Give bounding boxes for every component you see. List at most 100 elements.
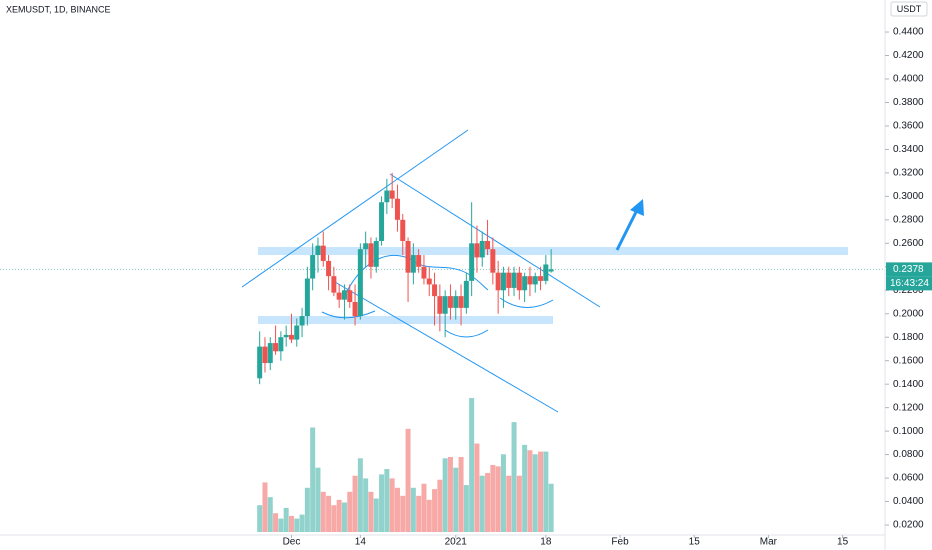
- drawings: [241, 129, 848, 413]
- candle-body: [304, 278, 310, 317]
- volume-bar: [352, 475, 358, 532]
- volume-bar: [363, 478, 369, 532]
- volume-layer: [257, 398, 554, 532]
- x-tick-label: 15: [837, 537, 849, 548]
- x-tick-label: 2021: [445, 537, 468, 548]
- x-tick-label: 15: [689, 537, 701, 548]
- volume-bar: [394, 487, 400, 532]
- x-tick-label: Mar: [760, 537, 778, 548]
- volume-bar: [400, 495, 406, 532]
- last-price-tag: [886, 262, 932, 277]
- resistance-zone: [258, 247, 848, 255]
- candle-body: [341, 290, 347, 300]
- symbol-title: XEMUSDT, 1D, BINANCE: [6, 4, 111, 14]
- candle-body: [273, 343, 279, 352]
- volume-bar: [442, 458, 448, 532]
- candle-body: [410, 255, 416, 273]
- y-tick-label: 0.1800: [893, 332, 924, 343]
- candle-body: [511, 272, 517, 288]
- volume-bar: [336, 499, 342, 532]
- volume-bar: [527, 450, 533, 532]
- candle-body: [389, 190, 395, 199]
- candle-body: [283, 334, 289, 338]
- y-tick-label: 0.3200: [893, 168, 924, 179]
- candle-body: [442, 296, 448, 314]
- volume-bar: [453, 467, 459, 532]
- shoulder-arc: [321, 310, 376, 319]
- volume-bar: [538, 451, 544, 532]
- currency-box[interactable]: [890, 1, 928, 17]
- volume-bar: [368, 491, 374, 532]
- volume-bar: [273, 513, 279, 532]
- candle-body: [373, 240, 379, 267]
- candle-body: [527, 276, 533, 285]
- y-tick-label: 0.0800: [893, 449, 924, 460]
- volume-bar: [294, 518, 300, 532]
- volume-bar: [522, 444, 528, 532]
- volume-bar: [437, 479, 443, 532]
- support-zone: [258, 316, 553, 324]
- volume-bar: [278, 518, 284, 532]
- candle-body: [405, 240, 411, 273]
- candle-body: [394, 198, 400, 220]
- candle-body: [368, 243, 374, 267]
- candle-body: [384, 190, 390, 203]
- y-tick-label: 0.3000: [893, 191, 924, 202]
- volume-bar: [315, 467, 321, 532]
- y-tick-label: 0.1400: [893, 379, 924, 390]
- volume-bar: [506, 475, 512, 532]
- candle-body: [469, 243, 475, 281]
- trend-line: [241, 129, 469, 288]
- candle-body: [516, 272, 522, 291]
- candle-body: [458, 296, 464, 308]
- candle-layer: [257, 172, 554, 385]
- volume-bar: [384, 469, 390, 532]
- candle-body: [421, 266, 427, 279]
- candle-body: [336, 292, 342, 300]
- candle-body: [479, 240, 485, 258]
- candle-body: [310, 255, 316, 279]
- candle-body: [288, 334, 294, 340]
- x-tick-label: Dec: [283, 537, 301, 548]
- volume-bar: [516, 475, 522, 532]
- volume-bar: [543, 451, 549, 532]
- y-tick-label: 0.1600: [893, 355, 924, 366]
- trend-line: [334, 281, 559, 413]
- shoulder-arc: [499, 297, 554, 308]
- head-arc: [444, 329, 489, 338]
- candle-body: [506, 272, 512, 288]
- volume-bar: [257, 505, 263, 532]
- candle-body: [522, 276, 528, 291]
- candle-body: [278, 337, 284, 352]
- candle-body: [294, 325, 300, 340]
- y-tick-label: 0.3800: [893, 97, 924, 108]
- volume-bar: [485, 473, 491, 532]
- candle-body: [320, 245, 326, 261]
- volume-bar: [304, 487, 310, 532]
- candle-body: [315, 245, 321, 256]
- volume-bar: [469, 398, 475, 532]
- volume-bar: [410, 487, 416, 532]
- volume-bar: [373, 498, 379, 532]
- y-tick-label: 0.0200: [893, 520, 924, 531]
- candle-body: [400, 219, 406, 241]
- candle-body: [500, 272, 506, 291]
- y-tick-label: 0.2200: [893, 285, 924, 296]
- candle-body: [352, 302, 358, 317]
- y-tick-label: 0.4000: [893, 74, 924, 85]
- candle-body: [437, 296, 443, 314]
- currency[interactable]: USDT: [897, 4, 922, 14]
- candle-body: [543, 264, 549, 281]
- volume-bar: [310, 427, 316, 532]
- y-tick-label: 0.2800: [893, 214, 924, 225]
- volume-bar: [421, 483, 427, 532]
- volume-bar: [326, 495, 332, 532]
- volume-bar: [500, 454, 506, 532]
- arrow-head: [630, 199, 644, 216]
- volume-bar: [283, 507, 289, 532]
- volume-bar: [479, 475, 485, 532]
- candle-body: [485, 240, 491, 250]
- volume-bar: [416, 495, 422, 532]
- candle-body: [548, 269, 554, 272]
